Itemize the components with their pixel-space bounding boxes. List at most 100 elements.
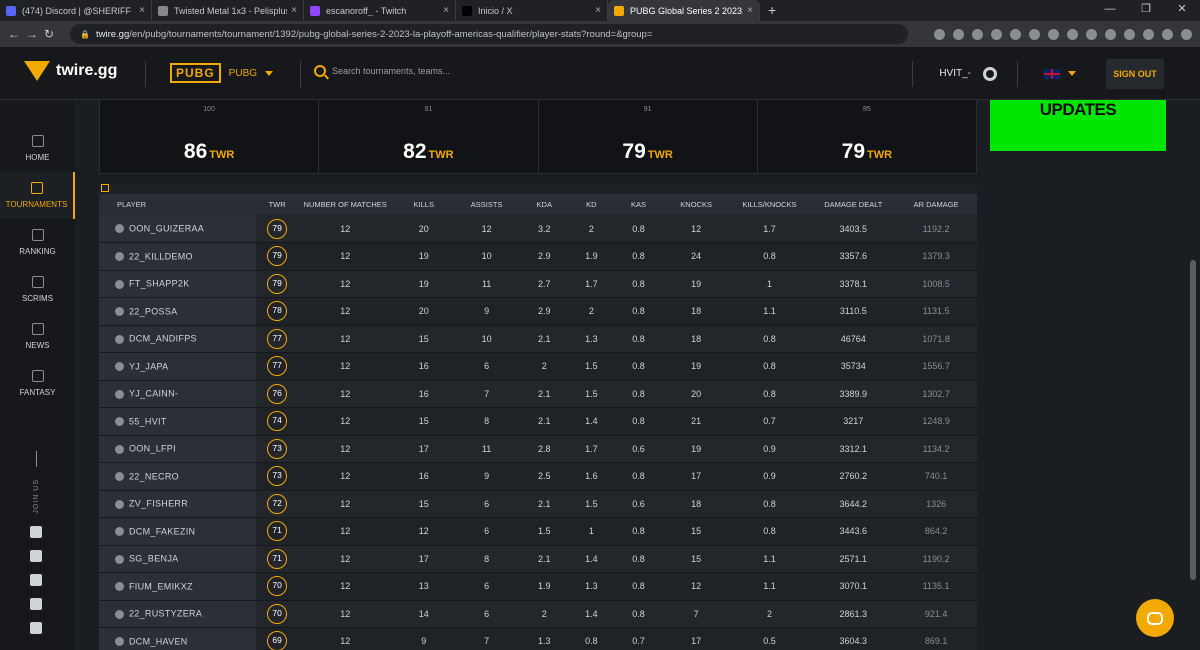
column-header[interactable]: AR Damage bbox=[913, 200, 959, 209]
close-tab-icon[interactable]: × bbox=[595, 5, 601, 16]
sign-out-button[interactable]: SIGN OUT bbox=[1106, 58, 1164, 89]
gear-icon[interactable] bbox=[983, 66, 997, 81]
table-row[interactable]: DCM_ANDIFPS 77 12 15 10 2.1 1.3 0.8 18 0.8 46764 10… bbox=[99, 325, 977, 353]
close-tab-icon[interactable]: × bbox=[291, 5, 297, 16]
table-row[interactable]: FT_SHAPP2K 79 12 19 11 2.7 1.7 0.8 19 1 3378.1 1008… bbox=[99, 270, 977, 298]
column-header[interactable]: KD bbox=[586, 200, 597, 209]
instagram-icon[interactable] bbox=[30, 597, 42, 610]
sidebar-item-fantasy[interactable]: Fantasy bbox=[0, 360, 75, 407]
table-row[interactable]: DCM_FAKEZIN 71 12 12 6 1.5 1 0.8 15 0.8 3443.6 864.… bbox=[99, 517, 977, 545]
player-name[interactable]: 55_HVIT bbox=[129, 416, 167, 427]
twire-logo[interactable]: twire.gg bbox=[24, 61, 117, 81]
player-name[interactable]: 22_RUSTYZERA bbox=[129, 609, 203, 620]
player-name[interactable]: 22_NECRO bbox=[129, 471, 179, 482]
vertical-scrollbar[interactable] bbox=[1190, 260, 1196, 580]
forward-icon[interactable]: → bbox=[26, 27, 38, 41]
column-header[interactable]: Assists bbox=[470, 200, 503, 209]
player-card[interactable]: 85 79 TWR bbox=[758, 100, 976, 173]
chat-button[interactable] bbox=[1136, 599, 1174, 637]
browser-tab[interactable]: Twisted Metal 1x3 - Pelisplus × bbox=[152, 0, 304, 21]
column-header[interactable]: Damage dealt bbox=[824, 200, 883, 209]
table-row[interactable]: 22_POSSA 78 12 20 9 2.9 2 0.8 18 1.1 3110.5 1131.5 bbox=[99, 297, 977, 325]
table-row[interactable]: 22_KILLDEMO 79 12 19 10 2.9 1.9 0.8 24 0.8 3357.6 1… bbox=[99, 242, 977, 270]
player-name[interactable]: 22_POSSA bbox=[129, 306, 178, 317]
sidebar-item-home[interactable]: Home bbox=[0, 125, 75, 172]
column-header[interactable]: KDA bbox=[536, 200, 552, 209]
table-row[interactable]: 55_HVIT 74 12 15 8 2.1 1.4 0.8 21 0.7 3217 1248.9 bbox=[99, 407, 977, 435]
extension-icon[interactable] bbox=[953, 28, 964, 40]
close-tab-icon[interactable]: × bbox=[139, 5, 145, 16]
extension-icon[interactable] bbox=[1067, 28, 1078, 40]
browser-tab[interactable]: escanoroff_ - Twitch × bbox=[304, 0, 456, 21]
sidebar-item-news[interactable]: News bbox=[0, 313, 75, 360]
search-input[interactable] bbox=[332, 66, 532, 76]
expand-icon[interactable] bbox=[101, 184, 109, 192]
player-name[interactable]: DCM_HAVEN bbox=[129, 636, 188, 647]
close-tab-icon[interactable]: × bbox=[443, 5, 449, 16]
extension-icon[interactable] bbox=[1105, 28, 1116, 40]
minimize-icon[interactable]: — bbox=[1104, 3, 1116, 15]
column-header[interactable]: TWR bbox=[268, 200, 286, 209]
sidebar-item-ranking[interactable]: Ranking bbox=[0, 219, 75, 266]
table-row[interactable]: YJ_JAPA 77 12 16 6 2 1.5 0.8 19 0.8 35734 1556.7 bbox=[99, 352, 977, 380]
browser-tab-active[interactable]: PUBG Global Series 2 2023: LA Pla× bbox=[608, 0, 760, 21]
maximize-icon[interactable]: ❐ bbox=[1141, 3, 1151, 15]
table-row[interactable]: OON_LFPI 73 12 17 11 2.8 1.7 0.6 19 0.9 3312.1 1134… bbox=[99, 435, 977, 463]
reload-icon[interactable]: ↻ bbox=[44, 27, 55, 41]
back-icon[interactable]: ← bbox=[8, 27, 20, 41]
browser-tab[interactable]: (474) Discord | @SHERIFF × bbox=[0, 0, 152, 21]
uk-flag-icon[interactable] bbox=[1044, 68, 1060, 79]
player-name[interactable]: 22_KILLDEMO bbox=[129, 251, 193, 262]
column-header[interactable]: Kills/Knocks bbox=[742, 200, 797, 209]
ad-banner[interactable]: UPDATES bbox=[990, 100, 1166, 151]
extension-icon[interactable] bbox=[1010, 28, 1021, 40]
table-row[interactable]: OON_GUIZERAA 79 12 20 12 3.2 2 0.8 12 1.7 3403.5 11… bbox=[99, 215, 977, 243]
table-row[interactable]: YJ_CAINN- 76 12 16 7 2.1 1.5 0.8 20 0.8 3389.9 1302… bbox=[99, 380, 977, 408]
player-name[interactable]: FT_SHAPP2K bbox=[129, 279, 190, 290]
browser-tab[interactable]: Inicio / X × bbox=[456, 0, 608, 21]
table-row[interactable]: DCM_HAVEN 69 12 9 7 1.3 0.8 0.7 17 0.5 3604.3 869.1 bbox=[99, 627, 977, 650]
player-name[interactable]: YJ_CAINN- bbox=[129, 389, 179, 400]
extension-icon[interactable] bbox=[934, 28, 945, 40]
column-header[interactable]: Knocks bbox=[680, 200, 712, 209]
close-window-icon[interactable]: ✕ bbox=[1177, 3, 1187, 15]
table-row[interactable]: 22_RUSTYZERA 70 12 14 6 2 1.4 0.8 7 2 2861.3 921.4 bbox=[99, 600, 977, 628]
column-header[interactable]: Number of matches bbox=[303, 200, 387, 209]
player-name[interactable]: FIUM_EMIKXZ bbox=[129, 581, 193, 592]
extension-icon[interactable] bbox=[1048, 28, 1059, 40]
profile-avatar[interactable] bbox=[1162, 28, 1173, 40]
close-tab-icon[interactable]: × bbox=[747, 5, 753, 16]
extension-icon[interactable] bbox=[972, 28, 983, 40]
discord-icon[interactable] bbox=[30, 573, 42, 586]
column-header[interactable]: Kills bbox=[413, 200, 434, 209]
player-name[interactable]: ZV_FISHERR bbox=[129, 499, 189, 510]
player-card[interactable]: 91 79 TWR bbox=[539, 100, 758, 173]
player-card[interactable]: 91 82 TWR bbox=[319, 100, 539, 173]
column-header[interactable]: KAS bbox=[631, 200, 647, 209]
sidebar-item-scrims[interactable]: Scrims bbox=[0, 266, 75, 313]
table-row[interactable]: SG_BENJA 71 12 17 8 2.1 1.4 0.8 15 1.1 2571.1 1190.… bbox=[99, 545, 977, 573]
player-card[interactable]: 100 86 TWR bbox=[100, 100, 320, 173]
table-row[interactable]: FIUM_EMIKXZ 70 12 13 6 1.9 1.3 0.8 12 1.1 3070.1 11… bbox=[99, 572, 977, 600]
new-tab-button[interactable]: + bbox=[768, 2, 777, 18]
table-row[interactable]: ZV_FISHERR 72 12 15 6 2.1 1.5 0.6 18 0.8 3644.2 132… bbox=[99, 490, 977, 518]
game-selector[interactable]: PUBG PUBG bbox=[170, 63, 274, 83]
table-row[interactable]: 22_NECRO 73 12 16 9 2.5 1.6 0.8 17 0.9 2760.2 740.1 bbox=[99, 462, 977, 490]
extension-icon[interactable] bbox=[1086, 28, 1097, 40]
player-name[interactable]: DCM_ANDIFPS bbox=[129, 334, 197, 345]
player-name[interactable]: SG_BENJA bbox=[129, 554, 179, 565]
player-name[interactable]: DCM_FAKEZIN bbox=[129, 526, 196, 537]
player-name[interactable]: YJ_JAPA bbox=[129, 361, 169, 372]
extension-icon[interactable] bbox=[1124, 28, 1135, 40]
column-header[interactable]: Player bbox=[117, 200, 147, 209]
twitter-icon[interactable] bbox=[30, 549, 42, 562]
facebook-icon[interactable] bbox=[30, 525, 42, 538]
username[interactable]: HVIT_- bbox=[939, 68, 971, 79]
sidebar-item-tournaments[interactable]: Tournaments bbox=[0, 172, 75, 219]
extension-icon[interactable] bbox=[1029, 28, 1040, 40]
linkedin-icon[interactable] bbox=[30, 621, 42, 634]
extension-icon[interactable] bbox=[991, 28, 1002, 40]
player-name[interactable]: OON_LFPI bbox=[129, 444, 176, 455]
url-field[interactable]: 🔒 twire.gg/en/pubg/tournaments/tournamen… bbox=[70, 24, 908, 44]
player-name[interactable]: OON_GUIZERAA bbox=[129, 223, 205, 234]
